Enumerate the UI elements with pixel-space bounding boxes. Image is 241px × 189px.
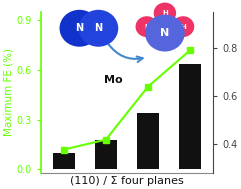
- Circle shape: [172, 16, 194, 37]
- Bar: [53, 153, 75, 170]
- Circle shape: [154, 3, 176, 23]
- Circle shape: [79, 10, 118, 47]
- Bar: [179, 64, 201, 170]
- Text: H: H: [144, 24, 150, 30]
- Text: N: N: [94, 23, 102, 33]
- Circle shape: [145, 15, 185, 52]
- Text: Mo: Mo: [104, 75, 122, 85]
- Text: H: H: [180, 24, 186, 30]
- Circle shape: [135, 16, 158, 37]
- Text: N: N: [75, 23, 83, 33]
- X-axis label: (110) / Σ four planes: (110) / Σ four planes: [70, 176, 184, 186]
- Bar: [137, 113, 159, 170]
- Y-axis label: Maximum FE (%): Maximum FE (%): [3, 48, 13, 136]
- Text: H: H: [162, 10, 168, 16]
- Circle shape: [60, 10, 99, 47]
- Text: N: N: [160, 28, 169, 38]
- Bar: [95, 140, 117, 170]
